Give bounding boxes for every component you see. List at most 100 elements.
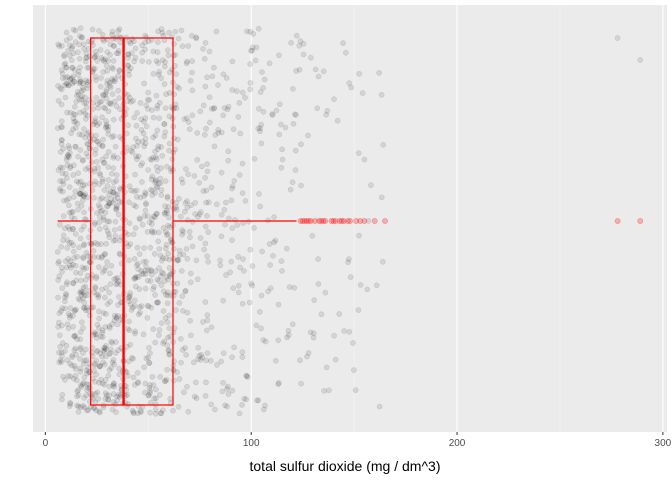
data-point — [110, 78, 116, 84]
data-point — [293, 112, 299, 118]
data-point — [135, 379, 141, 385]
data-point — [153, 386, 159, 393]
boxplot-outlier — [320, 218, 327, 224]
data-point — [258, 140, 265, 147]
data-point — [111, 227, 118, 233]
data-point — [285, 332, 292, 338]
data-point — [88, 132, 95, 139]
data-point — [150, 286, 156, 293]
data-point — [70, 226, 76, 232]
data-point — [184, 255, 191, 262]
data-point — [56, 273, 63, 280]
data-point — [192, 379, 199, 386]
data-point — [68, 130, 74, 136]
data-point — [278, 121, 284, 128]
data-point — [229, 58, 236, 65]
boxplot-outlier — [305, 218, 312, 224]
data-point — [193, 34, 199, 41]
data-point — [57, 149, 64, 155]
data-point — [77, 76, 84, 83]
data-point — [111, 317, 118, 324]
data-point — [91, 194, 97, 201]
data-point — [125, 51, 132, 58]
data-point — [148, 268, 155, 274]
data-point — [260, 108, 267, 115]
data-point — [149, 229, 156, 236]
data-point — [150, 134, 157, 141]
data-point — [166, 312, 173, 319]
data-point — [63, 64, 69, 71]
data-point — [115, 72, 121, 79]
data-point — [101, 217, 107, 223]
data-point — [355, 150, 362, 157]
data-point — [126, 72, 132, 78]
data-point — [179, 231, 185, 238]
data-point — [305, 132, 311, 139]
data-point — [158, 187, 165, 193]
boxplot — [57, 37, 297, 406]
data-point — [112, 218, 119, 225]
data-point — [148, 228, 155, 234]
data-point — [67, 35, 73, 41]
data-point — [250, 30, 257, 37]
data-point — [101, 159, 108, 166]
data-point — [315, 73, 322, 80]
data-point — [59, 322, 65, 329]
data-point — [164, 163, 170, 170]
data-point — [112, 233, 119, 239]
data-point — [152, 154, 159, 160]
data-point — [75, 392, 82, 399]
data-point — [130, 409, 137, 415]
data-point — [380, 141, 387, 148]
data-point — [67, 373, 74, 380]
data-point — [99, 31, 106, 38]
data-point — [63, 264, 70, 271]
data-point — [129, 149, 136, 155]
data-point — [73, 269, 79, 276]
data-point — [105, 397, 112, 404]
data-point — [160, 225, 167, 231]
data-point — [116, 68, 123, 75]
data-point — [243, 372, 250, 379]
data-point — [162, 228, 169, 235]
data-point — [249, 263, 256, 269]
data-point — [187, 77, 194, 84]
data-point — [88, 349, 95, 356]
data-point — [85, 364, 91, 371]
data-point — [76, 190, 83, 197]
data-point — [79, 319, 85, 326]
data-point — [99, 286, 105, 293]
data-point — [75, 71, 82, 78]
data-point — [91, 65, 98, 72]
data-point — [127, 148, 134, 154]
data-point — [130, 410, 137, 417]
data-point — [80, 289, 87, 296]
data-point — [92, 284, 99, 290]
data-point — [88, 159, 95, 166]
data-point — [235, 289, 242, 296]
data-point — [55, 167, 62, 173]
data-point — [273, 107, 280, 114]
data-point — [156, 99, 163, 106]
data-point — [69, 64, 76, 71]
data-point — [160, 340, 166, 347]
data-point — [80, 295, 86, 301]
data-point — [130, 231, 137, 238]
data-point — [209, 73, 216, 80]
data-point — [376, 70, 383, 76]
data-point — [115, 155, 121, 161]
data-point — [59, 178, 66, 185]
data-point — [99, 334, 106, 340]
data-point — [59, 43, 65, 49]
data-point — [146, 360, 153, 366]
data-point — [100, 160, 107, 166]
data-point — [331, 332, 337, 339]
data-point — [131, 114, 138, 121]
data-point — [74, 88, 81, 95]
data-point — [140, 258, 147, 265]
data-point — [167, 69, 173, 76]
data-point — [176, 247, 183, 254]
data-point — [352, 387, 359, 393]
data-point — [78, 88, 85, 95]
data-point — [114, 191, 121, 198]
